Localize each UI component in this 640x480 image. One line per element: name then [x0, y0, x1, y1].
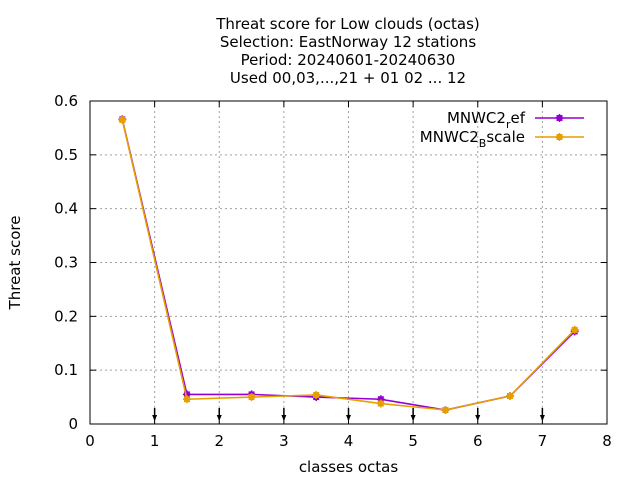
y-tick-label: 0 [68, 415, 78, 433]
series-2-point [182, 395, 191, 404]
y-axis-label: Threat score [6, 216, 24, 311]
legend-name-rest: ef [510, 109, 525, 127]
x-axis-label: classes octas [299, 458, 399, 476]
y-axis-ticks: 0 0.1 0.2 0.3 0.4 0.5 0.6 [54, 92, 607, 433]
legend-marker [555, 114, 564, 122]
y-tick-label: 0.4 [54, 200, 78, 218]
title-line: Used 00,03,...,21 + 01 02 ... 12 [230, 69, 466, 87]
series-2-point [506, 392, 515, 401]
legend-name-base: MNWC2 [447, 109, 506, 127]
chart-title: Threat score for Low clouds (octas)Selec… [215, 15, 480, 87]
y-tick-label: 0.2 [54, 307, 78, 325]
series-line-2 [121, 119, 576, 411]
legend-name-base: MNWC2 [420, 128, 479, 146]
series-2-point [570, 325, 579, 334]
x-tick-label: 4 [344, 432, 354, 450]
legend-label: MNWC2Bscale [420, 128, 525, 150]
series-2-point [376, 399, 385, 408]
title-line: Period: 20240601-20240630 [241, 51, 456, 69]
legend-name-rest: scale [486, 128, 525, 146]
title-line: Selection: EastNorway 12 stations [220, 33, 476, 51]
x-tick-label: 6 [473, 432, 483, 450]
x-tick-label: 8 [602, 432, 612, 450]
x-tick-label: 1 [150, 432, 160, 450]
legend-marker [555, 133, 564, 141]
x-tick-label: 7 [538, 432, 548, 450]
x-axis-ticks: 0 1 2 3 4 5 6 7 8 [85, 101, 612, 450]
title-line: Threat score for Low clouds (octas) [215, 15, 480, 33]
y-tick-label: 0.6 [54, 92, 78, 110]
y-tick-label: 0.5 [54, 146, 78, 164]
series-2-point [247, 393, 256, 402]
x-tick-label: 2 [214, 432, 224, 450]
grid-lines [90, 101, 607, 424]
series-2-point [441, 406, 450, 415]
y-tick-label: 0.3 [54, 254, 78, 272]
series-group [118, 115, 579, 415]
y-tick-label: 0.1 [54, 361, 78, 379]
legend-name-sub: r [506, 118, 511, 131]
x-tick-label: 0 [85, 432, 95, 450]
series-2-point [312, 390, 321, 399]
x-tick-label: 3 [279, 432, 289, 450]
x-tick-label: 5 [408, 432, 418, 450]
legend-label: MNWC2ref [447, 109, 526, 131]
legend-name-sub: B [479, 137, 487, 150]
series-2-point [118, 115, 127, 124]
